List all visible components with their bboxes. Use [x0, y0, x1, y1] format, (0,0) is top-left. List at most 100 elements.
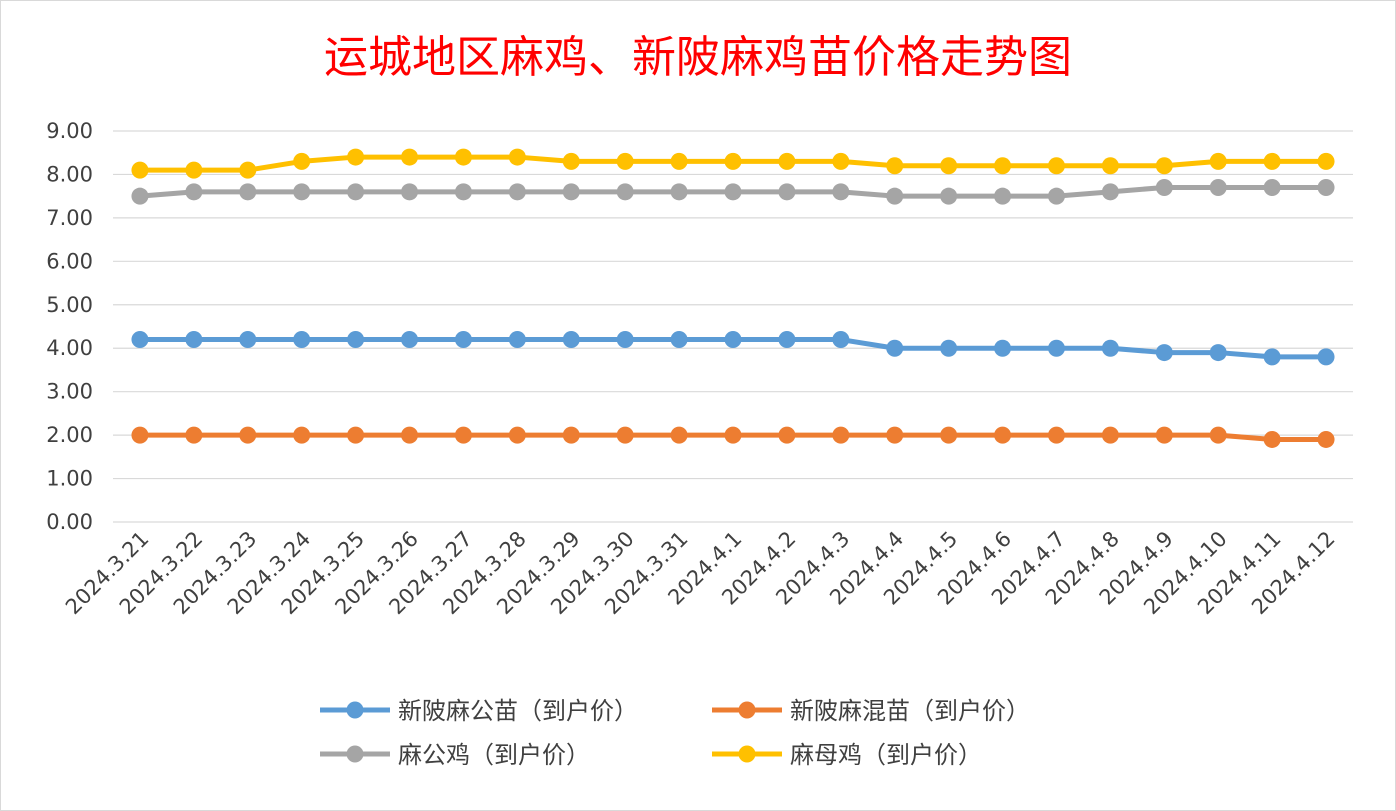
- data-point: [1155, 157, 1173, 175]
- data-point: [886, 426, 904, 444]
- data-point: [1101, 157, 1119, 175]
- series-1: [131, 426, 1335, 448]
- data-point: [293, 426, 311, 444]
- data-point: [1263, 430, 1281, 448]
- y-tick-label: 6.00: [46, 249, 93, 273]
- data-point: [994, 157, 1012, 175]
- data-point: [131, 331, 149, 349]
- data-point: [994, 426, 1012, 444]
- data-point: [994, 187, 1012, 205]
- x-axis-tick-labels: 2024.3.212024.3.222024.3.232024.3.242024…: [61, 527, 1340, 620]
- data-point: [1155, 178, 1173, 196]
- data-point: [940, 426, 958, 444]
- data-point: [670, 183, 688, 201]
- data-point: [1263, 178, 1281, 196]
- data-point: [347, 426, 365, 444]
- data-point: [401, 331, 419, 349]
- data-point: [185, 331, 203, 349]
- data-point: [1317, 348, 1335, 366]
- chart-title: 运城地区麻鸡、新陂麻鸡苗价格走势图: [324, 32, 1072, 83]
- data-point: [1317, 152, 1335, 170]
- data-point: [724, 183, 742, 201]
- legend-swatch-marker: [738, 701, 756, 719]
- data-point: [1101, 426, 1119, 444]
- data-point: [1047, 339, 1065, 357]
- data-point: [293, 152, 311, 170]
- data-point: [401, 426, 419, 444]
- data-point: [239, 331, 257, 349]
- data-point: [670, 426, 688, 444]
- data-point: [562, 331, 580, 349]
- data-point: [724, 152, 742, 170]
- series-group: [131, 148, 1335, 448]
- data-point: [454, 331, 472, 349]
- data-point: [131, 187, 149, 205]
- legend-item: 麻母鸡（到户价）: [712, 741, 982, 769]
- data-point: [940, 339, 958, 357]
- data-point: [454, 148, 472, 166]
- data-point: [1317, 178, 1335, 196]
- data-point: [1209, 178, 1227, 196]
- legend-item: 新陂麻公苗（到户价）: [320, 697, 638, 725]
- data-point: [886, 187, 904, 205]
- data-point: [670, 152, 688, 170]
- data-point: [616, 426, 634, 444]
- data-point: [293, 331, 311, 349]
- data-point: [832, 426, 850, 444]
- data-point: [778, 152, 796, 170]
- data-point: [239, 183, 257, 201]
- data-point: [562, 426, 580, 444]
- data-point: [1047, 187, 1065, 205]
- data-point: [724, 331, 742, 349]
- legend-item: 新陂麻混苗（到户价）: [712, 697, 1030, 725]
- data-point: [832, 183, 850, 201]
- data-point: [185, 426, 203, 444]
- legend-label: 新陂麻公苗（到户价）: [398, 697, 638, 725]
- legend: 新陂麻公苗（到户价） 新陂麻混苗（到户价） 麻公鸡（到户价） 麻母鸡（到户价）: [320, 697, 1030, 769]
- data-point: [454, 183, 472, 201]
- y-tick-label: 0.00: [46, 510, 93, 534]
- legend-label: 新陂麻混苗（到户价）: [790, 697, 1030, 725]
- data-point: [508, 183, 526, 201]
- series-2: [131, 178, 1335, 205]
- legend-label: 麻公鸡（到户价）: [398, 741, 590, 769]
- data-point: [1047, 157, 1065, 175]
- legend-swatch-marker: [346, 701, 364, 719]
- data-point: [131, 426, 149, 444]
- data-point: [778, 183, 796, 201]
- gridlines: [113, 130, 1353, 523]
- data-point: [1155, 344, 1173, 362]
- y-tick-label: 2.00: [46, 423, 93, 447]
- data-point: [616, 331, 634, 349]
- data-point: [994, 339, 1012, 357]
- data-point: [1317, 430, 1335, 448]
- data-point: [454, 426, 472, 444]
- data-point: [670, 331, 688, 349]
- data-point: [293, 183, 311, 201]
- data-point: [401, 183, 419, 201]
- legend-swatch-marker: [346, 745, 364, 763]
- data-point: [886, 157, 904, 175]
- data-point: [940, 187, 958, 205]
- y-tick-label: 8.00: [46, 162, 93, 186]
- data-point: [1101, 183, 1119, 201]
- data-point: [562, 152, 580, 170]
- y-tick-label: 5.00: [46, 293, 93, 317]
- data-point: [347, 331, 365, 349]
- data-point: [508, 148, 526, 166]
- data-point: [1155, 426, 1173, 444]
- data-point: [185, 183, 203, 201]
- data-point: [185, 161, 203, 179]
- y-tick-label: 9.00: [46, 119, 93, 143]
- y-tick-label: 4.00: [46, 336, 93, 360]
- legend-swatch-marker: [738, 745, 756, 763]
- data-point: [1047, 426, 1065, 444]
- data-point: [347, 148, 365, 166]
- data-point: [1263, 348, 1281, 366]
- y-tick-label: 1.00: [46, 467, 93, 491]
- series-0: [131, 331, 1335, 366]
- data-point: [724, 426, 742, 444]
- data-point: [1209, 344, 1227, 362]
